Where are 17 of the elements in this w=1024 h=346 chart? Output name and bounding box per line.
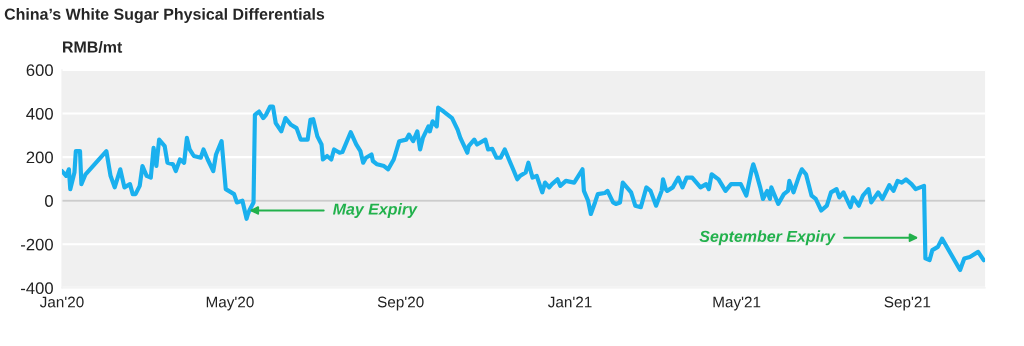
- x-tick-label: Jan'20: [39, 296, 84, 308]
- y-tick-label: 0: [45, 195, 53, 207]
- y-tick-label: -200: [21, 238, 53, 251]
- y-tick-label: 400: [26, 107, 53, 120]
- annotation: May Expiry: [332, 203, 418, 218]
- chart-title: China’s White Sugar Physical Differentials: [4, 8, 325, 24]
- x-tick-label: May'21: [713, 296, 761, 311]
- y-tick-label: -400: [21, 282, 53, 295]
- x-tick-label: Sep'21: [884, 296, 931, 311]
- y-tick-label: 200: [26, 151, 53, 164]
- x-tick-label: Jan'21: [547, 296, 592, 308]
- line-series: [61, 104, 986, 273]
- x-tick-label: May'20: [206, 296, 254, 311]
- y-axis-title: RMB/mt: [63, 41, 123, 53]
- y-tick-label: 600: [26, 64, 53, 77]
- x-tick-label: Sep'20: [377, 296, 424, 311]
- annotation: September Expiry: [699, 230, 836, 246]
